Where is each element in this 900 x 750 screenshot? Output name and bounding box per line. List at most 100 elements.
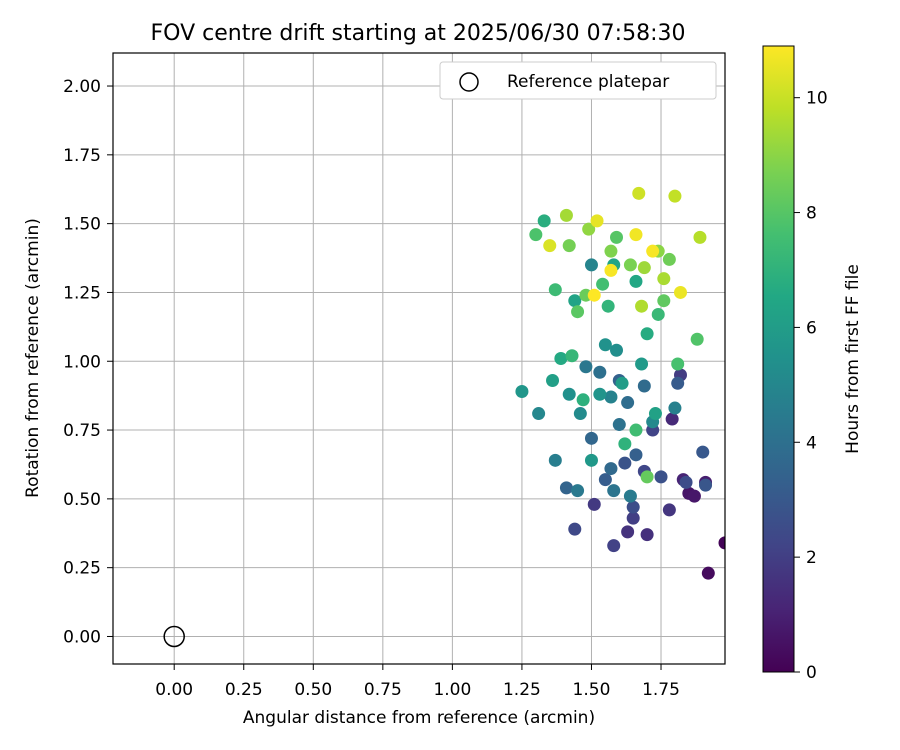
y-axis-label: Rotation from reference (arcmin): [23, 218, 43, 498]
data-point: [621, 525, 635, 539]
data-point: [699, 478, 713, 492]
data-point: [565, 349, 579, 363]
data-point: [582, 222, 596, 236]
y-tick-label: 1.00: [63, 352, 101, 372]
data-point: [612, 418, 626, 432]
data-point: [590, 214, 604, 228]
data-point: [601, 299, 615, 313]
colorbar-tick-label: 2: [806, 548, 817, 568]
data-point: [673, 285, 687, 299]
data-point: [701, 566, 715, 580]
data-point: [598, 473, 612, 487]
colorbar-tick-label: 0: [806, 663, 817, 683]
data-point: [610, 343, 624, 357]
data-point: [621, 396, 635, 410]
data-point: [546, 374, 560, 388]
x-tick-label: 1.75: [642, 680, 680, 700]
data-point: [629, 423, 643, 437]
data-point: [576, 393, 590, 407]
data-point: [623, 489, 637, 503]
data-point: [584, 431, 598, 445]
x-tick-label: 0.75: [364, 680, 402, 700]
data-point: [718, 536, 725, 550]
data-point: [635, 299, 649, 313]
data-point: [568, 522, 582, 536]
data-point: [607, 539, 621, 553]
data-point: [637, 379, 651, 393]
reference-platepar-marker: [163, 625, 185, 648]
data-point: [537, 214, 551, 228]
data-point: [654, 470, 668, 484]
data-point: [679, 475, 693, 489]
data-point: [651, 307, 665, 321]
data-point: [629, 274, 643, 288]
x-tick-label: 0.00: [155, 680, 193, 700]
data-point: [568, 294, 582, 308]
colorbar-label: Hours from first FF file: [843, 264, 863, 454]
colorbar-tick-label: 8: [806, 204, 817, 224]
data-point: [529, 228, 543, 242]
data-point: [559, 208, 573, 222]
y-tick-label: 2.00: [63, 77, 101, 97]
y-tick-label: 1.50: [63, 215, 101, 235]
data-point: [604, 390, 618, 404]
data-point: [640, 327, 654, 341]
data-point: [559, 481, 573, 495]
legend: Reference platepar: [439, 61, 717, 100]
y-tick-label: 0.00: [63, 627, 101, 647]
grid-lines: [113, 53, 725, 664]
legend-label: Reference platepar: [507, 72, 669, 92]
data-point: [629, 228, 643, 242]
data-point: [668, 189, 682, 203]
data-point: [532, 407, 546, 421]
y-axis-ticks: 0.00 0.25 0.50 0.75 1.00 1.25 1.50 1.75 2.00: [63, 77, 113, 647]
colorbar-gradient: [762, 45, 795, 673]
data-point: [640, 528, 654, 542]
data-point: [696, 445, 710, 459]
y-tick-label: 1.75: [63, 146, 101, 166]
data-point: [515, 385, 529, 399]
data-point: [579, 360, 593, 374]
data-point: [648, 407, 662, 421]
chart-title: FOV centre drift starting at 2025/06/30 …: [151, 21, 686, 46]
x-tick-label: 1.50: [573, 680, 611, 700]
data-point: [587, 288, 601, 302]
data-point: [662, 503, 676, 517]
data-point: [626, 500, 640, 514]
data-point: [615, 376, 629, 390]
data-point: [607, 484, 621, 498]
plot-area-frame: [112, 52, 726, 665]
data-point: [640, 470, 654, 484]
x-axis-ticks: 0.00 0.25 0.50 0.75 1.00 1.25 1.50 1.75: [155, 664, 680, 700]
data-point: [598, 338, 612, 352]
data-point: [554, 352, 568, 365]
data-point: [562, 387, 576, 401]
x-tick-label: 0.50: [294, 680, 332, 700]
data-point: [632, 186, 646, 200]
colorbar-tick-label: 10: [806, 89, 828, 109]
data-point: [593, 365, 607, 379]
data-point: [657, 294, 671, 308]
data-point: [635, 357, 649, 371]
data-point: [604, 462, 618, 476]
data-point: [618, 456, 632, 470]
data-point: [571, 484, 585, 498]
data-point: [548, 453, 562, 467]
data-point: [668, 401, 682, 415]
data-point: [629, 448, 643, 462]
y-tick-label: 1.25: [63, 283, 101, 303]
data-point: [596, 277, 610, 291]
data-point: [690, 332, 704, 346]
data-point: [584, 453, 598, 467]
data-point: [646, 244, 660, 258]
reference-marker-layer: [163, 625, 185, 648]
legend-box: [439, 61, 717, 100]
data-point: [543, 239, 557, 253]
data-point: [637, 261, 651, 275]
data-point: [665, 412, 679, 426]
data-point: [604, 244, 618, 258]
data-points: [515, 186, 725, 580]
data-point: [571, 305, 585, 319]
x-tick-label: 1.25: [503, 680, 541, 700]
